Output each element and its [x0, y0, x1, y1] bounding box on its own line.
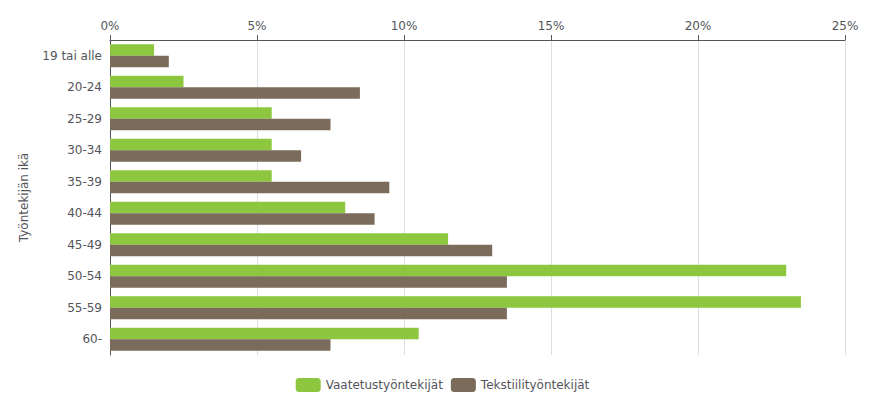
svg-text:19 tai alle: 19 tai alle — [42, 49, 102, 63]
svg-text:0%: 0% — [100, 19, 119, 33]
svg-text:Tekstiilityöntekijät: Tekstiilityöntekijät — [480, 378, 590, 392]
svg-text:5%: 5% — [247, 19, 266, 33]
svg-text:50-54: 50-54 — [67, 269, 102, 283]
svg-text:60-: 60- — [82, 332, 102, 346]
svg-text:45-49: 45-49 — [67, 238, 102, 252]
svg-text:20-24: 20-24 — [67, 80, 102, 94]
svg-text:15%: 15% — [538, 19, 565, 33]
svg-text:Vaatetustyöntekijät: Vaatetustyöntekijät — [326, 378, 443, 392]
svg-text:25-29: 25-29 — [67, 112, 102, 126]
svg-text:10%: 10% — [391, 19, 418, 33]
svg-text:25%: 25% — [832, 19, 859, 33]
svg-text:35-39: 35-39 — [67, 175, 102, 189]
svg-text:55-59: 55-59 — [67, 301, 102, 315]
svg-text:Työntekijän ikä: Työntekijän ikä — [17, 153, 31, 243]
svg-text:20%: 20% — [685, 19, 712, 33]
svg-text:30-34: 30-34 — [67, 143, 102, 157]
svg-text:40-44: 40-44 — [67, 206, 102, 220]
